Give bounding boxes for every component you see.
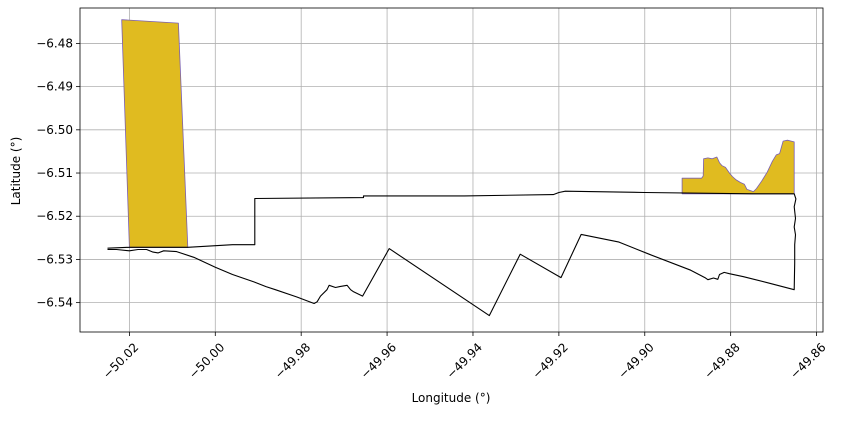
filled-polygon-2 [681,139,795,195]
filled-polygon-1 [121,19,189,248]
plot-frame [79,7,824,333]
x-tick-label: −49.96 [358,340,399,381]
x-tick-label: −49.88 [701,340,742,381]
y-tick-label: −6.52 [36,209,73,223]
y-tick-label: −6.54 [36,296,73,310]
x-axis-label: Longitude (°) [412,391,491,405]
x-tick-label: −49.94 [444,340,485,381]
x-tick-label: −50.00 [186,340,227,381]
x-tick-label: −50.02 [100,340,141,381]
x-tick-label: −49.86 [787,340,828,381]
grid-layer [80,8,823,332]
y-tick-label: −6.50 [36,123,73,137]
data-layer [107,19,797,317]
y-tick-label: −6.51 [36,166,73,180]
y-tick-label: −6.48 [36,36,73,50]
y-tick-label: −6.53 [36,252,73,266]
y-tick-label: −6.49 [36,80,73,94]
x-tick-label: −49.90 [616,340,657,381]
boundary-outline [107,190,797,317]
y-axis-label: Latitude (°) [9,137,23,206]
x-tick-label: −49.98 [272,340,313,381]
x-tick-label: −49.92 [530,340,571,381]
